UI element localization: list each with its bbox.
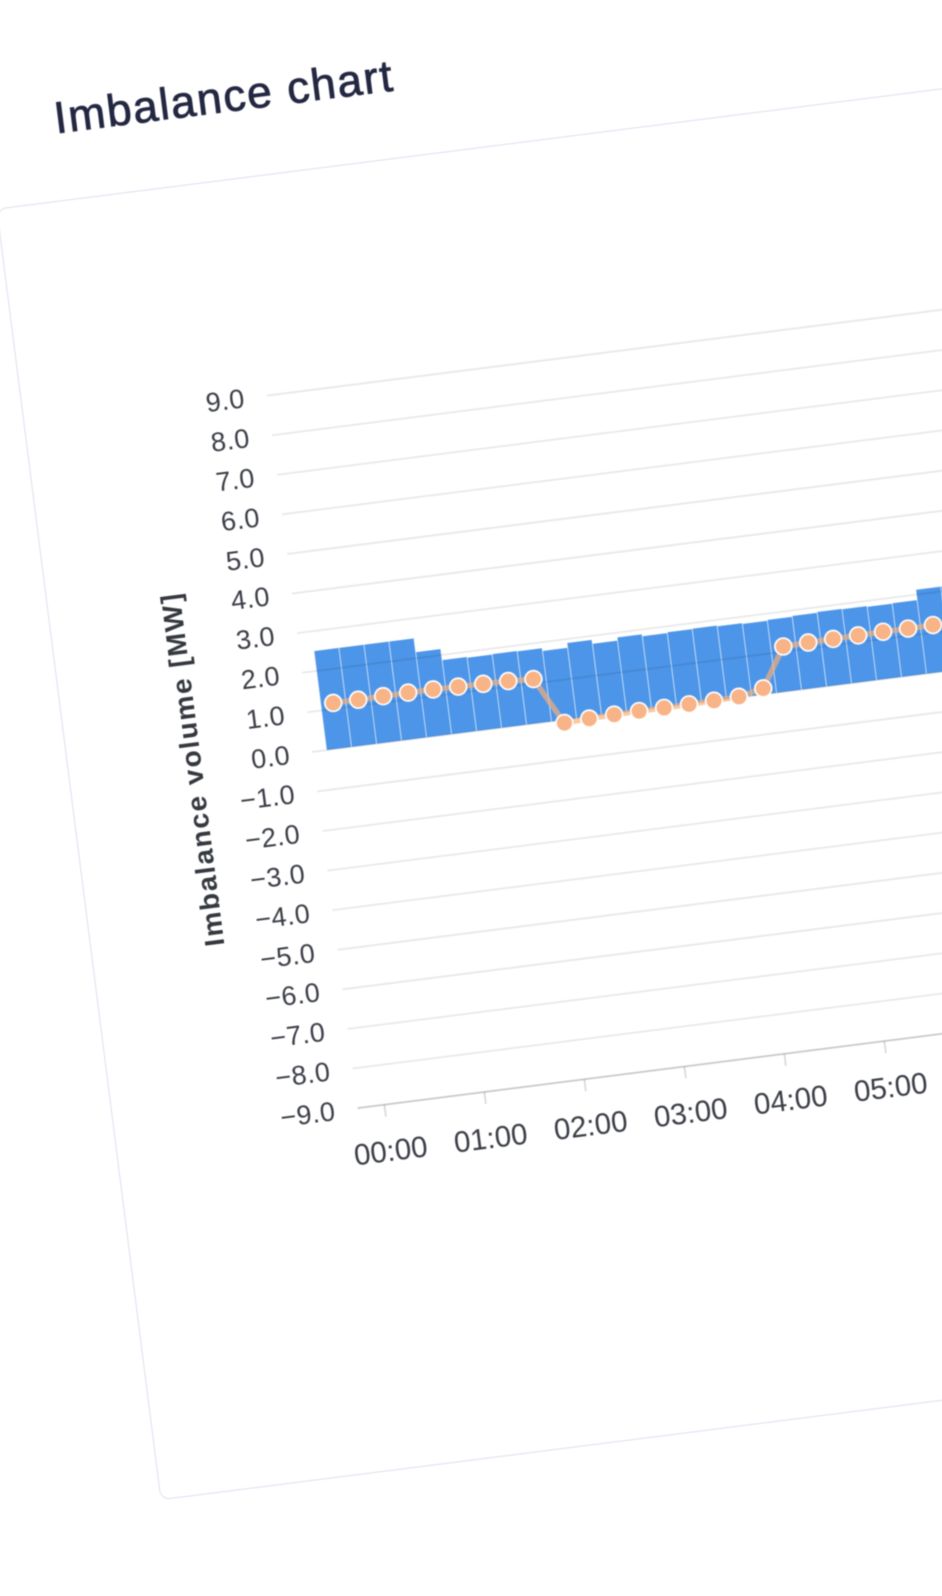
svg-text:00:00: 00:00 xyxy=(352,1130,429,1172)
svg-text:04:00: 04:00 xyxy=(752,1079,829,1121)
svg-text:−5.0: −5.0 xyxy=(258,938,317,975)
svg-text:6.0: 6.0 xyxy=(219,502,262,537)
svg-text:01:00: 01:00 xyxy=(452,1118,529,1160)
svg-text:4.0: 4.0 xyxy=(229,582,272,617)
svg-text:05:00: 05:00 xyxy=(852,1067,929,1109)
svg-text:−9.0: −9.0 xyxy=(278,1096,337,1133)
svg-text:−8.0: −8.0 xyxy=(273,1056,332,1093)
svg-text:−7.0: −7.0 xyxy=(268,1017,327,1054)
svg-text:03:00: 03:00 xyxy=(652,1092,729,1134)
svg-text:7.0: 7.0 xyxy=(214,463,257,498)
svg-text:9.0: 9.0 xyxy=(204,384,247,419)
svg-text:−1.0: −1.0 xyxy=(238,779,297,816)
svg-text:3.0: 3.0 xyxy=(234,621,277,656)
svg-text:8.0: 8.0 xyxy=(209,423,252,458)
svg-text:02:00: 02:00 xyxy=(552,1105,629,1147)
svg-text:−3.0: −3.0 xyxy=(248,859,307,896)
svg-text:−6.0: −6.0 xyxy=(263,977,322,1014)
svg-text:0.0: 0.0 xyxy=(249,740,292,775)
svg-text:2.0: 2.0 xyxy=(239,661,282,696)
svg-text:5.0: 5.0 xyxy=(224,542,267,577)
svg-text:1.0: 1.0 xyxy=(244,700,287,735)
svg-text:−4.0: −4.0 xyxy=(253,898,312,935)
svg-text:Imbalance volume [MW]: Imbalance volume [MW] xyxy=(155,590,231,948)
svg-text:−2.0: −2.0 xyxy=(243,819,302,856)
